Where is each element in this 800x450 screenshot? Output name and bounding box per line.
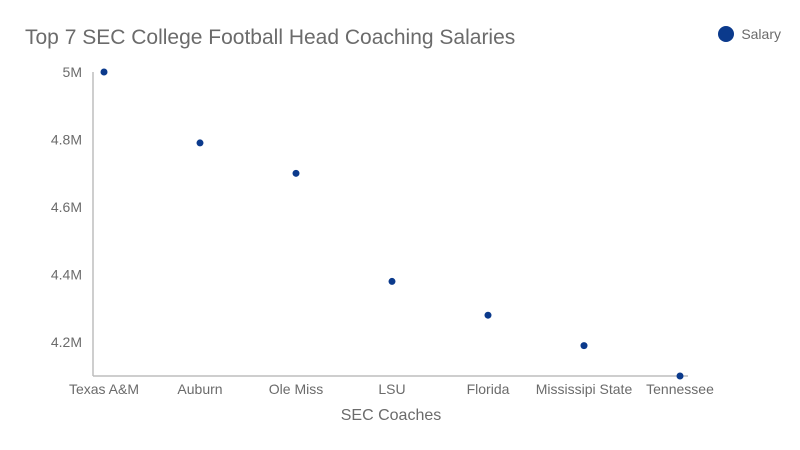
x-tick-label: Texas A&M [69,381,139,397]
chart-title: Top 7 SEC College Football Head Coaching… [25,26,516,49]
y-tick-label: 5M [63,64,82,80]
data-point[interactable] [676,372,684,380]
y-tick-label: 4.4M [51,267,82,283]
x-tick-label: LSU [378,381,405,397]
legend-label-salary: Salary [741,26,781,42]
x-axis-title: SEC Coaches [341,407,442,424]
data-point[interactable] [196,139,204,147]
data-point[interactable] [580,342,588,350]
y-tick-label: 4.8M [51,132,82,148]
x-tick-label: Tennessee [646,381,714,397]
legend[interactable]: Salary [718,26,781,42]
x-tick-label: Florida [467,381,510,397]
y-tick-label: 4.6M [51,199,82,215]
y-tick-label: 4.2M [51,334,82,350]
x-tick-label: Ole Miss [269,381,323,397]
legend-swatch-salary [718,26,735,42]
x-tick-label: Mississipi State [536,381,633,397]
data-point[interactable] [388,277,396,285]
data-point[interactable] [292,169,300,177]
data-point[interactable] [100,68,108,76]
x-tick-label: Auburn [177,381,222,397]
data-point[interactable] [484,311,492,319]
